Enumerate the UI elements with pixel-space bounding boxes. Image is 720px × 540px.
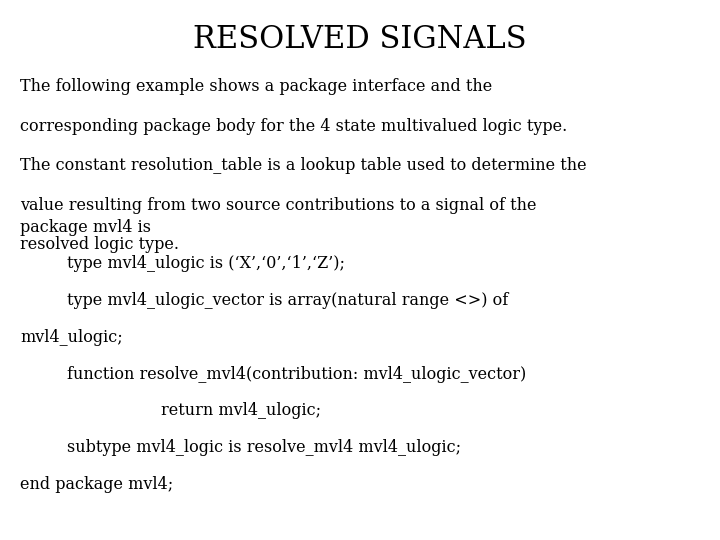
Text: The constant resolution_table is a lookup table used to determine the: The constant resolution_table is a looku…: [20, 157, 587, 174]
Text: value resulting from two source contributions to a signal of the: value resulting from two source contribu…: [20, 197, 536, 213]
Text: mvl4_ulogic;: mvl4_ulogic;: [20, 329, 123, 346]
Text: type mvl4_ulogic is (‘X’,‘0’,‘1’,‘Z’);: type mvl4_ulogic is (‘X’,‘0’,‘1’,‘Z’);: [67, 255, 345, 272]
Text: return mvl4_ulogic;: return mvl4_ulogic;: [161, 402, 320, 419]
Text: function resolve_mvl4(contribution: mvl4_ulogic_vector): function resolve_mvl4(contribution: mvl4…: [67, 366, 526, 382]
Text: type mvl4_ulogic_vector is array(natural range <>) of: type mvl4_ulogic_vector is array(natural…: [67, 292, 508, 309]
Text: RESOLVED SIGNALS: RESOLVED SIGNALS: [193, 24, 527, 55]
Text: resolved logic type.: resolved logic type.: [20, 236, 179, 253]
Text: corresponding package body for the 4 state multivalued logic type.: corresponding package body for the 4 sta…: [20, 118, 567, 134]
Text: The following example shows a package interface and the: The following example shows a package in…: [20, 78, 492, 95]
Text: end package mvl4;: end package mvl4;: [20, 476, 174, 492]
Text: package mvl4 is: package mvl4 is: [20, 219, 151, 235]
Text: subtype mvl4_logic is resolve_mvl4 mvl4_ulogic;: subtype mvl4_logic is resolve_mvl4 mvl4_…: [67, 439, 461, 456]
